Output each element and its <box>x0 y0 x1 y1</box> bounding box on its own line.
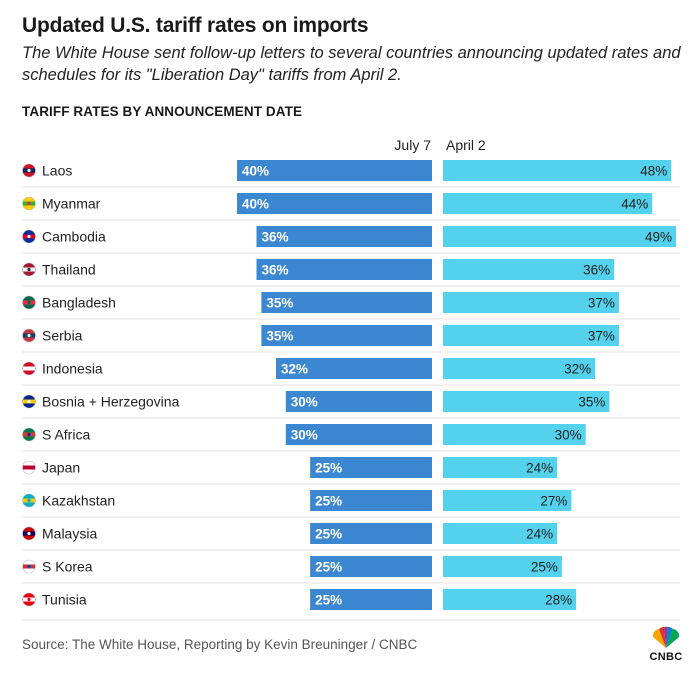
bar-july7-tunisia <box>310 589 432 610</box>
bar-april2-japan <box>443 457 558 478</box>
bar-july7-japan <box>310 457 432 478</box>
bar-july7-malaysia <box>310 523 432 544</box>
value-label-april2-myanmar: 44% <box>621 197 648 212</box>
bar-july7-cambodia <box>256 226 432 247</box>
country-label-s-korea: S Korea <box>42 559 93 575</box>
cnbc-logo: CNBC <box>646 626 686 666</box>
bar-april2-indonesia <box>443 358 596 379</box>
value-label-july7-kazakhstan: 25% <box>315 494 342 509</box>
value-label-april2-thailand: 36% <box>583 263 610 278</box>
value-label-july7-s-korea: 25% <box>315 560 342 575</box>
source-note: Source: The White House, Reporting by Ke… <box>22 637 418 652</box>
series-header-july7: July 7 <box>394 137 431 153</box>
country-label-tunisia: Tunisia <box>42 592 87 608</box>
flag-icon-japan-emblem <box>27 465 31 470</box>
flag-icon-malaysia-emblem <box>27 531 31 536</box>
value-label-july7-thailand: 36% <box>262 263 289 278</box>
value-label-july7-bosnia-herzegovina: 30% <box>291 395 318 410</box>
value-label-april2-malaysia: 24% <box>526 527 553 542</box>
value-label-july7-malaysia: 25% <box>315 527 342 542</box>
page-title: Updated U.S. tariff rates on imports <box>22 14 369 37</box>
value-label-july7-indonesia: 32% <box>281 362 308 377</box>
country-label-japan: Japan <box>42 460 80 476</box>
value-label-july7-serbia: 35% <box>266 329 293 344</box>
flag-icon-serbia-emblem <box>27 333 31 338</box>
bar-april2-tunisia <box>443 589 577 610</box>
bar-july7-laos <box>237 160 432 181</box>
bar-april2-myanmar <box>443 193 653 214</box>
value-label-april2-bosnia-herzegovina: 35% <box>578 395 605 410</box>
flag-icon-cambodia-emblem <box>27 234 31 239</box>
country-label-malaysia: Malaysia <box>42 526 97 542</box>
country-label-kazakhstan: Kazakhstan <box>42 493 115 509</box>
flag-icon-laos-emblem <box>27 168 31 173</box>
country-label-bosnia-herzegovina: Bosnia + Herzegovina <box>42 394 180 410</box>
value-label-april2-indonesia: 32% <box>564 362 591 377</box>
bar-april2-serbia <box>443 325 619 346</box>
bar-july7-serbia <box>261 325 432 346</box>
flag-icon-bangladesh-emblem <box>27 300 31 305</box>
country-label-serbia: Serbia <box>42 328 83 344</box>
value-label-july7-japan: 25% <box>315 461 342 476</box>
bar-july7-myanmar <box>237 193 432 214</box>
flag-icon-kazakhstan-emblem <box>27 498 31 503</box>
bar-april2-bosnia-herzegovina <box>443 391 610 412</box>
page-subtitle: The White House sent follow-up letters t… <box>22 44 681 84</box>
flag-icon-s-africa-emblem <box>27 432 31 437</box>
value-label-april2-japan: 24% <box>526 461 553 476</box>
bar-april2-s-korea <box>443 556 562 577</box>
bar-july7-kazakhstan <box>310 490 432 511</box>
flag-icon-indonesia-emblem <box>27 366 31 371</box>
bar-july7-thailand <box>256 259 432 280</box>
country-label-s-africa: S Africa <box>42 427 90 443</box>
value-label-july7-laos: 40% <box>242 164 269 179</box>
bar-july7-bangladesh <box>261 292 432 313</box>
flag-icon-bosnia-herzegovina-emblem <box>27 399 31 404</box>
country-label-laos: Laos <box>42 163 72 179</box>
bar-april2-malaysia <box>443 523 558 544</box>
country-label-bangladesh: Bangladesh <box>42 295 116 311</box>
bar-april2-s-africa <box>443 424 586 445</box>
country-label-myanmar: Myanmar <box>42 196 101 212</box>
flag-icon-thailand-emblem <box>27 267 31 272</box>
bar-april2-thailand <box>443 259 615 280</box>
country-label-cambodia: Cambodia <box>42 229 106 245</box>
value-label-april2-laos: 48% <box>640 164 667 179</box>
flag-icon-s-korea-emblem <box>27 564 31 569</box>
value-label-april2-tunisia: 28% <box>545 593 572 608</box>
cnbc-wordmark: CNBC <box>649 651 683 663</box>
section-label: TARIFF RATES BY ANNOUNCEMENT DATE <box>22 104 303 119</box>
flag-icon-tunisia-emblem <box>27 597 31 602</box>
bar-april2-cambodia <box>443 226 676 247</box>
value-label-april2-cambodia: 49% <box>645 230 672 245</box>
country-label-indonesia: Indonesia <box>42 361 103 377</box>
value-label-april2-serbia: 37% <box>588 329 615 344</box>
bar-april2-laos <box>443 160 672 181</box>
country-label-thailand: Thailand <box>42 262 96 278</box>
peacock-icon <box>652 626 680 648</box>
bar-april2-bangladesh <box>443 292 619 313</box>
value-label-april2-s-africa: 30% <box>555 428 582 443</box>
series-header-april2: April 2 <box>446 137 486 153</box>
value-label-july7-bangladesh: 35% <box>266 296 293 311</box>
value-label-july7-s-africa: 30% <box>291 428 318 443</box>
bar-april2-kazakhstan <box>443 490 572 511</box>
bar-july7-s-africa <box>285 424 432 445</box>
value-label-july7-myanmar: 40% <box>242 197 269 212</box>
flag-icon-myanmar-emblem <box>27 201 31 206</box>
value-label-april2-s-korea: 25% <box>531 560 558 575</box>
bar-july7-s-korea <box>310 556 432 577</box>
bar-july7-indonesia <box>276 358 432 379</box>
value-label-april2-bangladesh: 37% <box>588 296 615 311</box>
value-label-july7-tunisia: 25% <box>315 593 342 608</box>
bar-july7-bosnia-herzegovina <box>285 391 432 412</box>
value-label-july7-cambodia: 36% <box>262 230 289 245</box>
value-label-april2-kazakhstan: 27% <box>540 494 567 509</box>
